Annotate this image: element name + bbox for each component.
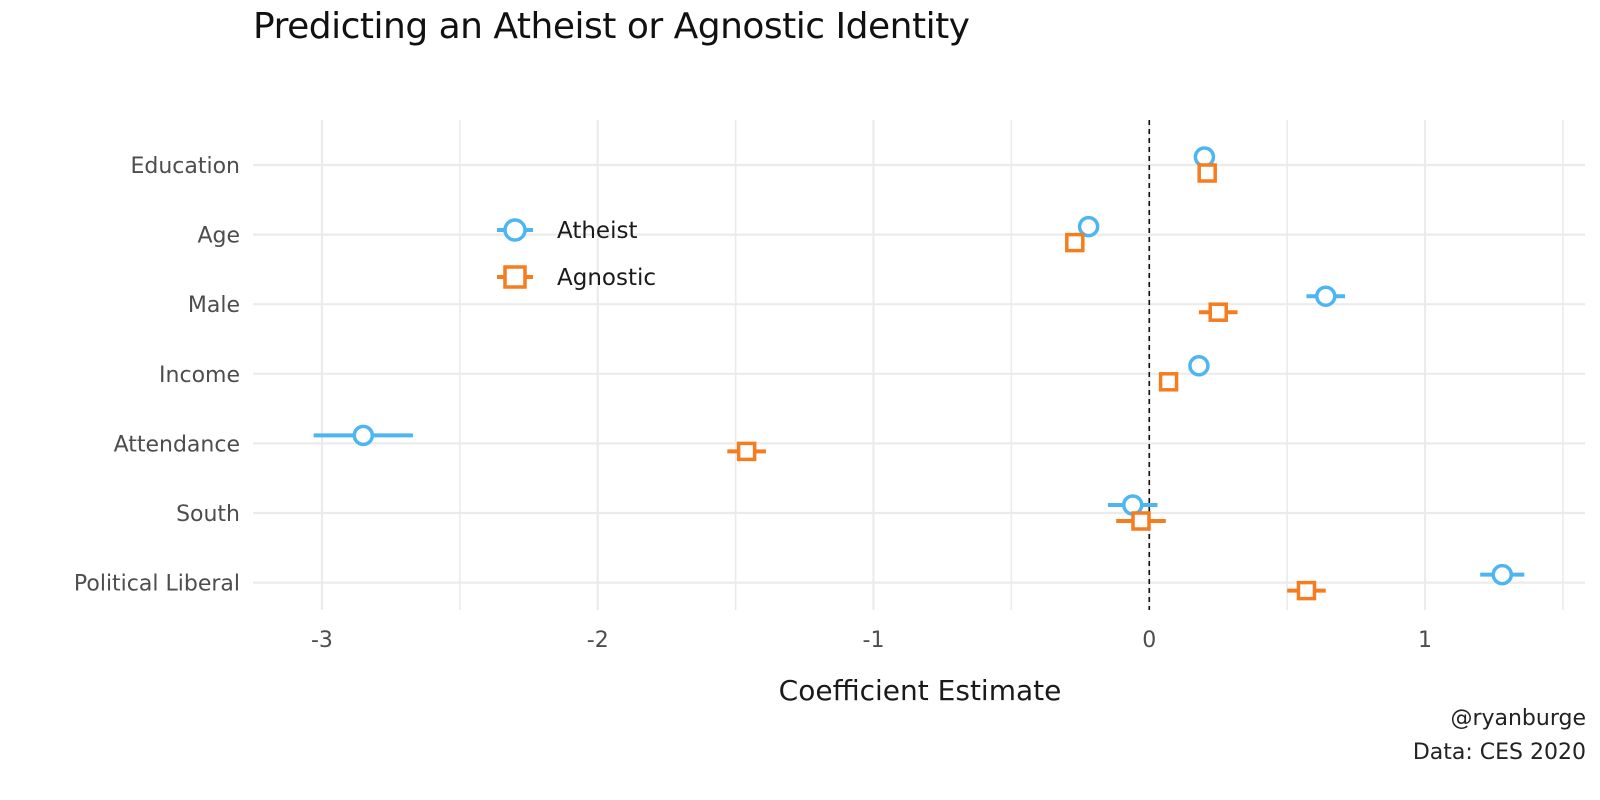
x-tick-label: -2	[587, 628, 609, 653]
atheist-point	[1077, 215, 1100, 238]
legend-key-atheist	[503, 218, 527, 242]
x-axis-title: Coefficient Estimate	[779, 674, 1062, 707]
y-tick-label: Age	[197, 224, 240, 249]
y-tick-label: South	[176, 502, 240, 527]
agnostic-point	[1158, 372, 1179, 392]
legend-key-agnostic	[503, 265, 527, 289]
agnostic-point	[1065, 232, 1085, 253]
y-tick-label: Political Liberal	[74, 572, 240, 597]
chart-title: Predicting an Atheist or Agnostic Identi…	[253, 6, 970, 47]
legend-label-atheist: Atheist	[557, 218, 637, 244]
grid-layer	[253, 120, 1585, 610]
data-layer	[313, 146, 1525, 601]
agnostic-point	[736, 441, 757, 462]
x-tick-label: 1	[1418, 628, 1432, 653]
y-tick-label: Attendance	[114, 432, 240, 457]
y-axis-labels: Education Age Male Income Attendance South Pol…	[74, 154, 240, 597]
agnostic-point	[1197, 163, 1217, 183]
agnostic-point	[1296, 580, 1317, 601]
atheist-point	[352, 424, 375, 447]
x-axis-labels: -3 -2 -1 0 1	[311, 628, 1432, 653]
legend: Atheist Agnostic	[497, 218, 656, 291]
agnostic-point	[1131, 511, 1151, 531]
y-tick-label: Education	[130, 154, 240, 179]
atheist-point	[1188, 355, 1210, 377]
x-tick-label: 0	[1142, 628, 1156, 653]
y-tick-label: Male	[188, 293, 240, 318]
caption-handle: @ryanburge	[1450, 706, 1586, 731]
atheist-point	[1491, 563, 1514, 586]
atheist-point	[1315, 285, 1337, 307]
x-tick-label: -3	[311, 628, 333, 653]
caption-source: Data: CES 2020	[1412, 740, 1586, 765]
y-tick-label: Income	[159, 363, 240, 388]
agnostic-point	[1208, 302, 1228, 322]
legend-label-agnostic: Agnostic	[557, 265, 656, 291]
x-tick-label: -1	[863, 628, 885, 653]
